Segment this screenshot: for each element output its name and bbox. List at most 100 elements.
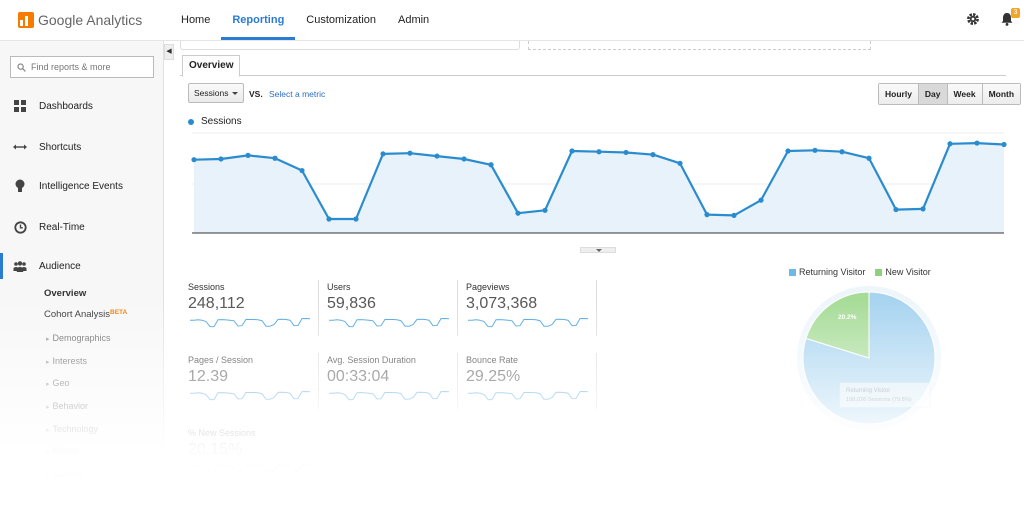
sessions-point-20[interactable] [731, 212, 737, 218]
sidebar-subsub-technology[interactable]: Technology [46, 424, 99, 434]
segment-card [528, 41, 871, 50]
bulb-icon [13, 179, 27, 193]
sessions-point-30[interactable] [1001, 141, 1007, 148]
period-day-button[interactable]: Day [917, 84, 947, 104]
sidebar-item-shortcuts[interactable]: Shortcuts [0, 134, 163, 160]
visitor-pie-chart: 20.2% Returning Visitor 198,026 Sessions… [797, 286, 941, 430]
sessions-legend-dot [188, 119, 194, 125]
metric-divider [318, 280, 319, 336]
new-visitor-swatch [875, 268, 883, 276]
sessions-point-16[interactable] [623, 149, 629, 156]
sessions-point-21[interactable] [758, 197, 764, 203]
metric-new-sessions[interactable]: % New Sessions 20.15% [188, 428, 318, 484]
sessions-point-17[interactable] [650, 152, 656, 158]
sidebar-sub-overview[interactable]: Overview [44, 288, 87, 299]
sidebar-item-label: Shortcuts [39, 141, 82, 153]
sessions-point-0[interactable] [191, 157, 197, 163]
nav-home[interactable]: Home [181, 14, 211, 26]
sidebar-subsub-custom[interactable]: Custom [46, 469, 84, 479]
nav-reporting[interactable]: Reporting [221, 0, 296, 40]
metric-pageviews[interactable]: Pageviews 3,073,368 [466, 282, 596, 338]
date-range-card [180, 41, 520, 50]
sidebar-item-real-time[interactable]: Real-Time [0, 214, 163, 240]
clock-icon [13, 220, 27, 234]
metric-bounce-rate[interactable]: Bounce Rate 29.25% [466, 355, 596, 411]
sessions-point-1[interactable] [218, 156, 224, 162]
sidebar-subsub-geo[interactable]: Geo [46, 378, 70, 388]
bell-icon[interactable] [1000, 12, 1014, 26]
collapse-sidebar-button[interactable]: ◀ [164, 44, 174, 60]
sessions-point-28[interactable] [947, 141, 953, 147]
sessions-point-14[interactable] [569, 148, 575, 154]
sessions-point-12[interactable] [515, 210, 521, 216]
metric-divider [457, 353, 458, 409]
metric-label: Users [327, 282, 351, 292]
sidebar-sub-cohort-analysis[interactable]: Cohort AnalysisBETA [44, 309, 127, 320]
google-analytics-logo[interactable]: Google Analytics [18, 10, 142, 30]
search-input[interactable] [29, 61, 153, 73]
sessions-point-3[interactable] [272, 155, 278, 161]
metric-divider [318, 353, 319, 409]
period-week-button[interactable]: Week [946, 84, 982, 104]
sidebar-item-audience[interactable]: Audience [0, 253, 163, 279]
metric-value: 12.39 [188, 368, 229, 385]
metric-avg-session-duration[interactable]: Avg. Session Duration 00:33:04 [327, 355, 457, 411]
sessions-point-7[interactable] [380, 151, 386, 157]
metric-select[interactable]: Sessions [188, 83, 244, 103]
nav-customization[interactable]: Customization [306, 14, 376, 26]
sessions-point-2[interactable] [245, 152, 251, 158]
period-hourly-button[interactable]: Hourly [879, 84, 918, 104]
period-month-button[interactable]: Month [981, 84, 1021, 104]
metric-sessions[interactable]: Sessions 248,112 [188, 282, 318, 338]
grid-icon [13, 99, 27, 113]
sessions-point-10[interactable] [461, 156, 467, 162]
search-box[interactable] [10, 56, 154, 78]
metric-label: Bounce Rate [466, 355, 519, 365]
sessions-point-26[interactable] [893, 206, 899, 213]
sidebar-subsub-mobile[interactable]: Mobile [46, 446, 80, 456]
main-nav: Home Reporting Customization Admin [170, 0, 440, 40]
sessions-point-25[interactable] [866, 155, 872, 161]
sessions-point-19[interactable] [704, 212, 710, 218]
search-icon [17, 62, 26, 72]
logo-text: Google Analytics [38, 12, 143, 28]
sessions-point-13[interactable] [542, 207, 548, 213]
sidebar-subsub-interests[interactable]: Interests [46, 356, 88, 366]
metric-value: 20.15% [188, 441, 243, 458]
sidebar-item-dashboards[interactable]: Dashboards [0, 93, 163, 119]
sidebar-item-intelligence-events[interactable]: Intelligence Events [0, 173, 163, 199]
metric-label: Sessions [188, 282, 225, 292]
sessions-point-27[interactable] [920, 206, 926, 212]
sessions-point-6[interactable] [353, 216, 359, 222]
sidebar-subsub-demographics[interactable]: Demographics [46, 333, 111, 343]
sessions-point-22[interactable] [785, 148, 791, 154]
metric-value: 248,112 [188, 295, 245, 312]
chart-resize-handle[interactable] [580, 247, 616, 253]
tab-overview[interactable]: Overview [182, 55, 241, 77]
select-metric-link[interactable]: Select a metric [269, 89, 326, 99]
sessions-point-15[interactable] [596, 149, 602, 155]
sessions-point-18[interactable] [677, 160, 683, 166]
period-toggle: Hourly Day Week Month [878, 83, 1022, 105]
nav-admin[interactable]: Admin [398, 14, 430, 26]
pie-tooltip [839, 382, 931, 408]
notification-badge: 3 [1011, 8, 1020, 18]
metric-pages-per-session[interactable]: Pages / Session 12.39 [188, 355, 318, 411]
beta-badge: BETA [110, 309, 128, 316]
legend-new-visitor[interactable]: New Visitor [885, 267, 931, 277]
sessions-point-23[interactable] [812, 147, 818, 153]
sessions-point-11[interactable] [488, 162, 494, 168]
sessions-point-9[interactable] [434, 153, 440, 159]
sidebar-item-label: Real-Time [39, 221, 85, 233]
sessions-point-4[interactable] [299, 167, 305, 174]
sessions-point-29[interactable] [974, 140, 980, 146]
sparkline-path [189, 390, 311, 401]
gear-icon[interactable] [966, 12, 980, 26]
pie-tooltip-title: Returning Visitor [846, 388, 890, 394]
sessions-point-5[interactable] [326, 216, 332, 222]
legend-returning-visitor[interactable]: Returning Visitor [799, 267, 866, 277]
sidebar-subsub-behavior[interactable]: Behavior [46, 401, 89, 411]
sessions-point-24[interactable] [839, 149, 845, 155]
sessions-point-8[interactable] [407, 150, 413, 156]
metric-users[interactable]: Users 59,836 [327, 282, 457, 338]
